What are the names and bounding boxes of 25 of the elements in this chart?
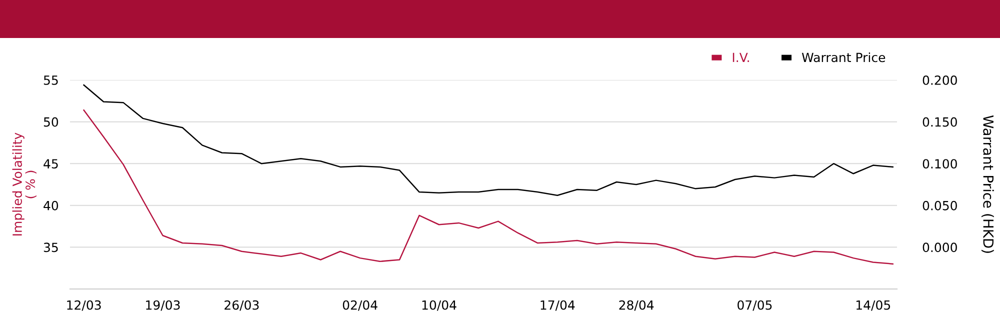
line-series: [83, 84, 894, 196]
y2-axis-title: Warrant Price (HKD): [982, 115, 994, 253]
y2-tick-label: 0.000: [922, 242, 957, 252]
x-tick-label: 19/03: [146, 300, 180, 311]
line-series: [83, 109, 894, 265]
y-tick-label: 35: [44, 242, 58, 252]
y2-tick-label: 0.050: [922, 200, 957, 210]
y-tick-label: 40: [44, 200, 58, 210]
y-tick-label: 50: [44, 117, 58, 127]
y2-tick-label: 0.150: [922, 117, 957, 127]
legend-label: I.V.: [732, 52, 749, 62]
y-tick-label: 45: [44, 159, 58, 169]
legend-label: Warrant Price: [802, 52, 886, 62]
x-tick-label: 10/04: [422, 300, 456, 311]
x-tick-label: 17/04: [540, 300, 575, 311]
y2-tick-label: 0.100: [922, 159, 957, 169]
x-tick-label: 14/05: [856, 300, 890, 311]
x-tick-label: 12/03: [67, 300, 101, 311]
x-tick-label: 02/04: [342, 300, 378, 311]
x-tick-label: 26/03: [224, 300, 259, 311]
y-axis-title: Implied Volatility ( % ): [12, 132, 36, 236]
x-tick-label: 07/05: [738, 300, 772, 311]
y2-tick-label: 0.200: [922, 75, 957, 85]
y-tick-label: 55: [44, 76, 58, 85]
x-tick-label: 28/04: [619, 300, 654, 311]
